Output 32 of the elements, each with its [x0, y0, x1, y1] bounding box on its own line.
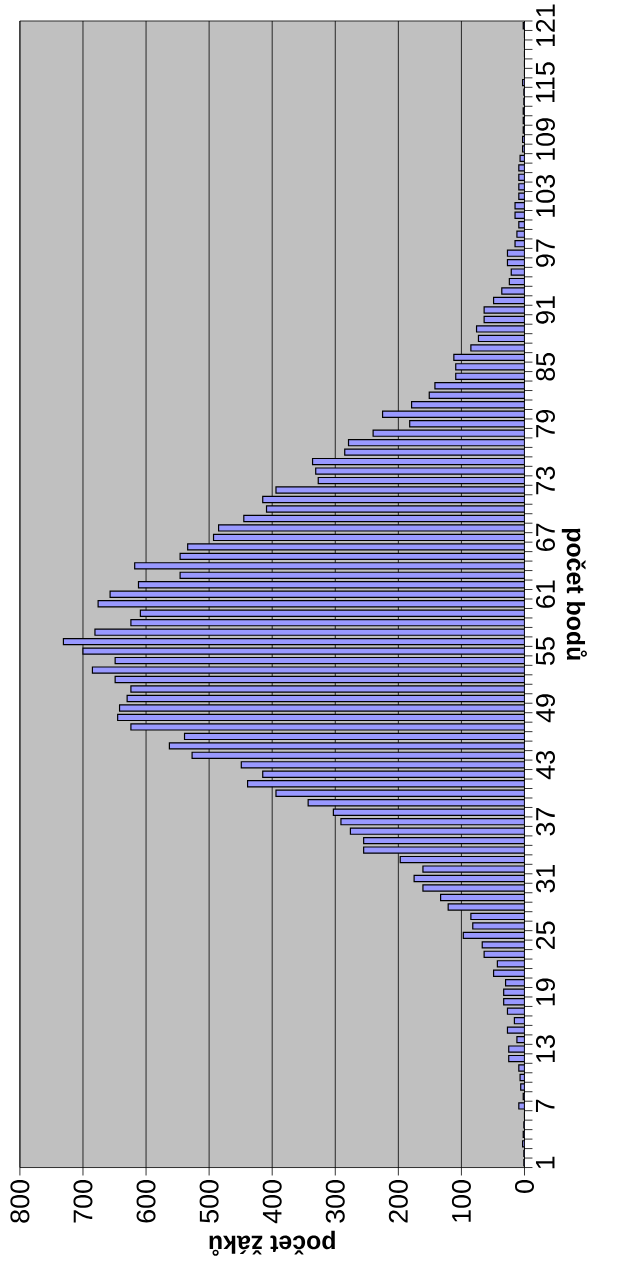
y-tick-label: 13 — [535, 1035, 555, 1062]
y-tick-label: 61 — [535, 580, 555, 608]
y-tick-label: 55 — [535, 637, 555, 665]
y-tick-label: 109 — [535, 118, 555, 160]
x-tick-label: 800 — [10, 1180, 30, 1223]
y-tick-label: 19 — [535, 978, 555, 1006]
y-tick-label: 97 — [535, 239, 555, 267]
y-tick-label: 43 — [535, 751, 555, 780]
y-tick-label: 49 — [535, 694, 555, 723]
y-tick-label: 91 — [535, 296, 555, 324]
x-tick-label: 0 — [514, 1180, 535, 1193]
x-tick-label: 100 — [451, 1180, 471, 1222]
y-tick-label: 7 — [535, 1099, 555, 1113]
y-tick-label: 67 — [535, 523, 555, 551]
y-tick-label: 79 — [535, 410, 555, 438]
y-tick-label: 115 — [535, 62, 555, 102]
y-axis-title: počet bodů — [561, 528, 587, 660]
y-tick-label: 85 — [535, 353, 555, 381]
x-tick-label: 600 — [136, 1180, 156, 1223]
y-tick-label: 1 — [535, 1156, 555, 1169]
y-tick-label: 73 — [535, 466, 555, 495]
x-tick-label: 400 — [262, 1180, 282, 1224]
y-tick-label: 121 — [535, 4, 555, 47]
x-axis-title: počet žáků — [209, 1230, 335, 1256]
y-tick-label: 103 — [535, 175, 555, 217]
y-tick-label: 25 — [535, 921, 555, 949]
y-tick-label: 37 — [535, 808, 555, 836]
x-tick-label: 200 — [388, 1180, 408, 1223]
x-tick-label: 500 — [199, 1180, 219, 1223]
x-tick-label: 700 — [73, 1180, 93, 1223]
x-tick-label: 300 — [325, 1180, 345, 1223]
y-tick-label: 31 — [535, 864, 555, 893]
